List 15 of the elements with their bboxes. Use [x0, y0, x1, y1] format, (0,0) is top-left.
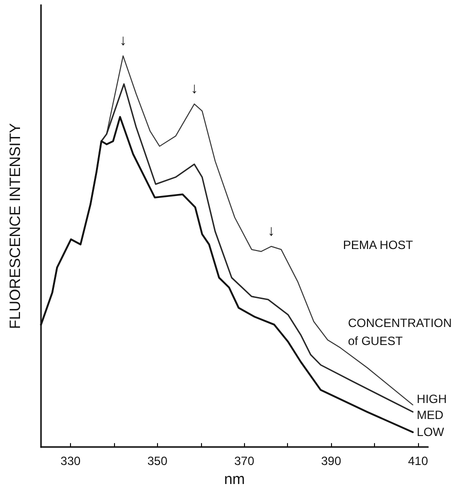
annotation: PEMA HOST: [343, 238, 414, 252]
x-tick-label: 410: [408, 454, 428, 468]
annotation: ↓: [190, 80, 198, 97]
annotation: ↓: [267, 222, 275, 240]
series-label: MED: [416, 408, 444, 422]
series-label: LOW: [416, 425, 445, 440]
x-tick-label: 370: [234, 454, 255, 468]
x-tick-label: 390: [321, 454, 342, 468]
annotation: ↓: [119, 32, 127, 49]
y-axis-title: FLUORESCENCE INTENSITY: [7, 123, 24, 329]
x-axis-title: nm: [224, 471, 245, 488]
series-label: HIGH: [416, 392, 447, 406]
x-tick-label: 330: [60, 454, 81, 468]
x-tick-label: 350: [147, 454, 168, 468]
annotation: CONCENTRATION of GUEST: [348, 316, 456, 348]
